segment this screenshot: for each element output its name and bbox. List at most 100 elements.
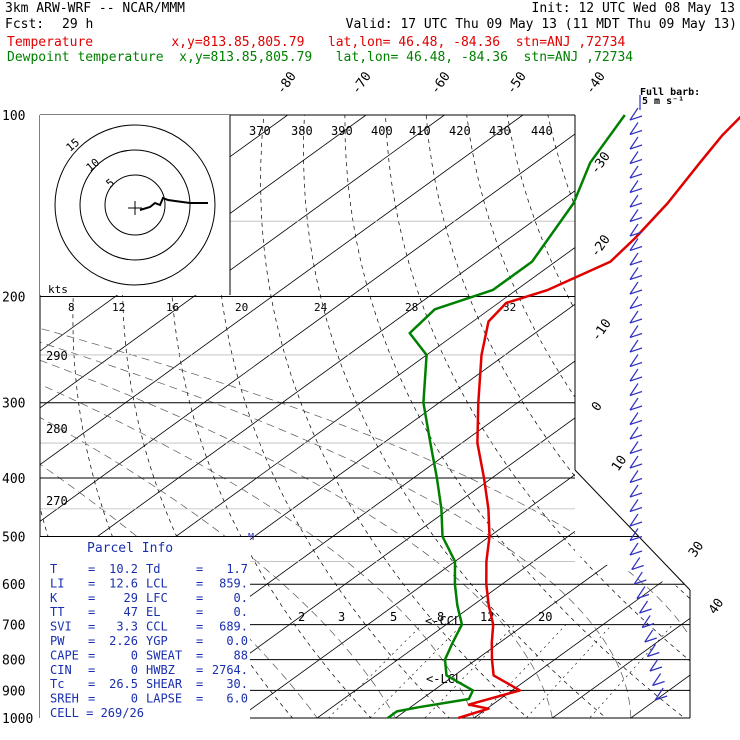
parcel-equals: = <box>88 677 95 691</box>
parcel-value: 0 <box>131 663 138 677</box>
wind-barb-flag <box>629 289 643 295</box>
wind-barb-flag <box>629 274 643 281</box>
wind-barb <box>629 267 639 280</box>
wind-barb <box>644 629 654 643</box>
wind-barb-flag <box>629 434 643 440</box>
lcl-marker: <-LCL <box>426 672 462 686</box>
wind-barb <box>629 441 639 454</box>
parcel-value: 689. <box>219 620 248 634</box>
isotherm-label: -70 <box>349 69 375 97</box>
wind-barb <box>629 499 639 512</box>
wind-barb-flag <box>629 492 643 498</box>
wind-barb-flag <box>629 216 643 223</box>
parcel-equals: = <box>196 562 203 576</box>
parcel-equals: = <box>88 648 95 662</box>
parcel-label: YGP <box>146 634 168 648</box>
dry-adiabat <box>169 115 384 718</box>
dewpoint-curve <box>387 114 626 720</box>
wind-barb <box>629 209 639 222</box>
parcel-value: 0 <box>131 692 138 706</box>
parcel-label: CCL <box>146 620 168 634</box>
dry-adiabat <box>466 115 690 718</box>
parcel-equals: = <box>88 634 95 648</box>
theta-label: 280 <box>46 422 68 436</box>
isotherm-line <box>40 115 680 718</box>
parcel-equals: = <box>196 591 203 605</box>
pressure-label: 600 <box>2 578 25 593</box>
parcel-value: 12.6 <box>109 576 138 590</box>
parcel-info-box: Parcel Info T = 10.2 Td = 1.7 LI = 12.6 LCL = 859. K =… <box>40 537 250 727</box>
wind-barb <box>629 136 639 150</box>
wind-barb <box>629 310 639 324</box>
wind-barb <box>629 122 639 135</box>
hodograph-speed-label: 8 <box>68 301 75 314</box>
isotherm-label: -10 <box>589 316 615 344</box>
wind-barb <box>629 151 639 164</box>
theta-label: 440 <box>531 124 553 138</box>
valid-time: Valid: 17 UTC Thu 09 May 13 (11 MDT Thu … <box>345 17 737 32</box>
wind-barb-flag <box>629 390 643 397</box>
parcel-value: 0. <box>234 591 248 605</box>
wind-barb-flag <box>629 419 643 426</box>
isotherm-line <box>142 115 690 718</box>
wind-barb-flag <box>629 303 643 310</box>
wind-barb <box>629 194 639 208</box>
parcel-equals: = <box>88 576 95 590</box>
parcel-label: TT <box>50 605 64 619</box>
wind-barb <box>629 542 639 556</box>
isotherm-line <box>40 115 524 718</box>
parcel-equals: = <box>196 677 203 691</box>
wind-barb <box>629 165 639 179</box>
parcel-label: CAPE <box>50 648 79 662</box>
wind-barb <box>629 528 639 541</box>
parcel-value: 859. <box>219 576 248 590</box>
dry-adiabat <box>547 115 690 718</box>
init-time: Init: 12 UTC Wed 08 May 13 <box>531 1 736 16</box>
parcel-label: LFC <box>146 591 168 605</box>
parcel-cell: CELL = 269/26 <box>50 706 144 720</box>
parcel-value: 26.5 <box>109 677 138 691</box>
wind-barb <box>639 600 649 614</box>
wind-barb <box>629 354 639 367</box>
forecast-label: Fcst: <box>5 17 45 32</box>
isotherm-label: -60 <box>428 69 454 97</box>
wind-barb-flag <box>629 187 643 194</box>
parcel-label: Td <box>146 562 160 576</box>
moist-adiabat <box>40 268 690 718</box>
mixing-ratio-label: 2 <box>298 610 305 624</box>
dry-adiabat <box>344 115 690 718</box>
moist-adiabat <box>40 268 479 718</box>
wind-barb <box>629 412 639 425</box>
wind-barb-flag <box>629 173 643 179</box>
parcel-equals: = <box>88 620 95 634</box>
parcel-equals: = <box>196 634 203 648</box>
wind-barb-flag <box>629 506 643 513</box>
parcel-value: 3.3 <box>116 620 138 634</box>
hodograph-speed-label: 16 <box>166 301 179 314</box>
barb-legend-label: Full barb: <box>640 87 700 98</box>
parcel-equals: = <box>196 620 203 634</box>
wind-barb <box>629 252 639 266</box>
isotherm-line <box>692 115 740 731</box>
parcel-label: T <box>50 562 57 576</box>
isotherm-line <box>40 115 445 718</box>
wind-barb-flag <box>639 608 652 614</box>
hodograph-speed-label: 20 <box>235 301 248 314</box>
wind-barb <box>629 455 639 469</box>
wind-barb-flag <box>629 115 643 121</box>
wind-barb-flag <box>629 129 643 136</box>
wind-barb <box>636 586 646 599</box>
wind-barb-flag <box>652 680 665 687</box>
pressure-label: 700 <box>2 619 25 634</box>
dry-adiabat <box>385 115 690 718</box>
wind-barb-flag <box>629 144 643 150</box>
wind-barb-flag <box>629 477 643 484</box>
pressure-label: 300 <box>2 397 25 412</box>
wind-barb <box>629 281 639 295</box>
pressure-label: 500 <box>2 530 25 545</box>
dry-adiabat <box>669 115 690 718</box>
dry-adiabat <box>303 115 622 718</box>
temperature-curve <box>457 115 740 720</box>
isotherm-label: -50 <box>504 69 530 97</box>
